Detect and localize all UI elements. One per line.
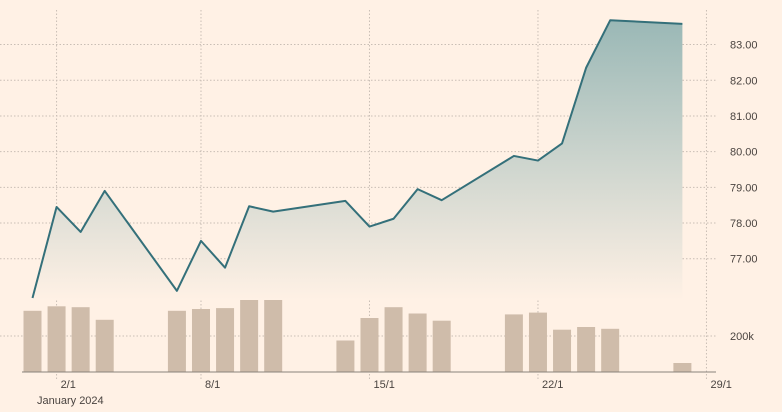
volume-bar [23,310,42,372]
price-tick-label: 83.00 [730,40,758,52]
volume-bar [216,308,235,372]
price-tick-label: 82.00 [730,75,758,87]
volume-bar [71,307,90,372]
price-tick-label: 79.00 [730,182,758,194]
volume-bar [360,318,379,372]
volume-bar [95,319,114,372]
x-tick-label: 22/1 [542,379,563,391]
price-line-layer [31,19,683,299]
volume-bar [673,363,692,372]
price-tick-label: 78.00 [730,218,758,230]
volume-bar [167,310,186,372]
volume-bar [601,328,620,372]
volume-bar [47,306,66,372]
price-line [31,19,683,299]
volume-bar [384,307,403,372]
volume-bar [191,309,210,372]
axis-layer: 77.00 78.00 79.00 80.00 81.00 82.00 83.00 200k 2… [22,40,758,407]
volume-bar [504,314,523,372]
volume-bar [577,327,596,372]
volume-bar [528,312,547,372]
x-tick-label: 8/1 [205,379,220,391]
price-tick-label: 81.00 [730,111,758,123]
x-axis-sub-label: January 2024 [37,395,104,407]
x-tick-label: 29/1 [710,379,731,391]
volume-bars [23,298,692,372]
volume-bar [336,340,355,372]
price-area [32,20,683,301]
volume-bar [432,320,451,372]
x-tick-label: 2/1 [61,379,76,391]
volume-bar [240,299,259,372]
price-tick-label: 77.00 [730,254,758,266]
volume-bar [408,313,427,372]
price-area-fill [32,20,683,301]
volume-bar [553,329,572,372]
volume-bar [264,298,283,372]
price-tick-label: 80.00 [730,147,758,159]
volume-tick-label: 200k [730,331,754,343]
x-tick-label: 15/1 [373,379,394,391]
